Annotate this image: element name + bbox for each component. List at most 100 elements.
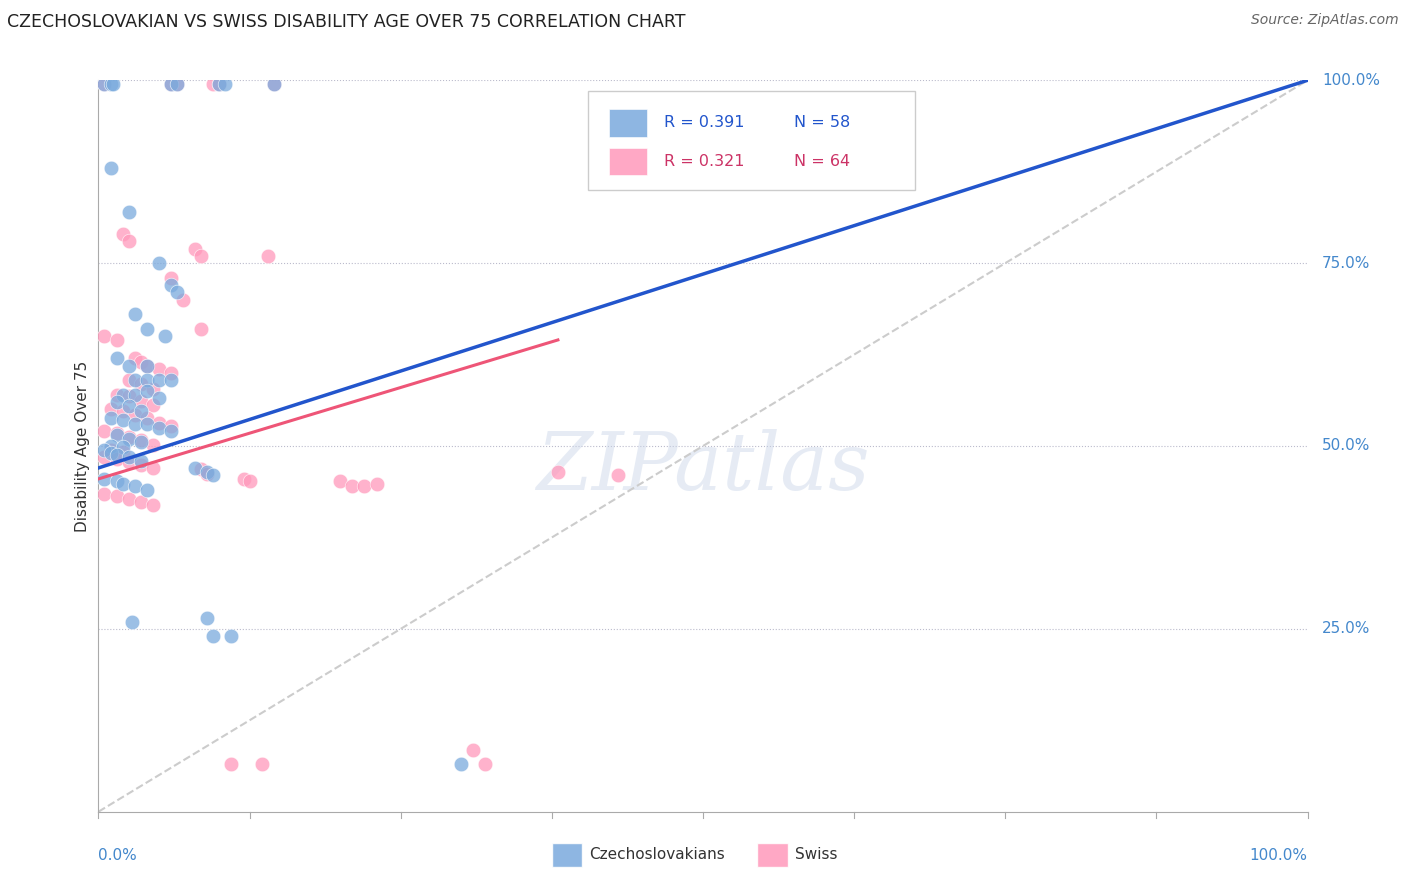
Text: 50.0%: 50.0% [1322, 439, 1371, 453]
Point [160, 77, 183, 91]
Point [135, 411, 157, 425]
Point [190, 249, 212, 263]
Point [153, 329, 176, 343]
Point [129, 458, 152, 472]
Point [135, 322, 157, 336]
Point [342, 479, 364, 493]
Point [184, 242, 207, 256]
Point [166, 285, 188, 300]
Point [111, 441, 134, 455]
Point [160, 425, 183, 439]
Point [118, 359, 141, 373]
Point [221, 757, 243, 772]
Text: N = 58: N = 58 [793, 115, 851, 130]
Text: N = 64: N = 64 [793, 154, 849, 169]
Point [129, 376, 152, 391]
Point [129, 355, 152, 369]
Point [124, 307, 146, 321]
FancyBboxPatch shape [588, 91, 915, 190]
Point [118, 450, 141, 464]
Point [129, 433, 152, 447]
FancyBboxPatch shape [609, 109, 647, 136]
Point [135, 359, 157, 373]
Point [184, 461, 207, 475]
Point [105, 351, 128, 366]
Y-axis label: Disability Age Over 75: Disability Age Over 75 [75, 360, 90, 532]
Point [160, 418, 183, 433]
Point [195, 467, 218, 481]
Point [135, 417, 157, 431]
Point [111, 388, 134, 402]
Point [135, 384, 157, 399]
Point [105, 425, 128, 440]
Point [129, 494, 152, 508]
Point [121, 615, 143, 629]
Point [105, 452, 128, 467]
Point [142, 498, 165, 512]
Text: Swiss: Swiss [794, 847, 838, 863]
Text: CZECHOSLOVAKIAN VS SWISS DISABILITY AGE OVER 75 CORRELATION CHART: CZECHOSLOVAKIAN VS SWISS DISABILITY AGE … [7, 13, 686, 31]
Point [118, 234, 141, 248]
Point [100, 439, 122, 453]
Point [160, 373, 183, 387]
Point [105, 388, 128, 402]
Point [93, 442, 115, 457]
Point [214, 77, 236, 91]
Point [239, 474, 262, 488]
Point [172, 293, 194, 307]
Point [93, 77, 115, 91]
Point [93, 472, 115, 486]
Point [111, 227, 134, 241]
Point [118, 373, 141, 387]
Point [111, 445, 134, 459]
Point [124, 479, 146, 493]
Point [195, 611, 218, 625]
Text: 100.0%: 100.0% [1250, 848, 1308, 863]
FancyBboxPatch shape [609, 147, 647, 176]
Point [105, 448, 128, 462]
Point [202, 77, 225, 91]
Point [221, 629, 243, 643]
Point [118, 399, 141, 413]
Text: 100.0%: 100.0% [1322, 73, 1381, 87]
Point [129, 453, 152, 467]
Point [105, 395, 128, 409]
Text: 0.0%: 0.0% [98, 848, 138, 863]
Point [124, 373, 146, 387]
Point [129, 404, 152, 418]
Point [93, 450, 115, 464]
Point [250, 757, 273, 772]
Point [93, 486, 115, 500]
Point [142, 461, 165, 475]
Point [202, 468, 225, 483]
Point [93, 329, 115, 343]
Point [135, 373, 157, 387]
Point [463, 742, 485, 756]
Text: R = 0.391: R = 0.391 [664, 115, 745, 130]
Point [160, 77, 183, 91]
FancyBboxPatch shape [758, 843, 787, 867]
Point [124, 388, 146, 402]
Point [129, 393, 152, 408]
Point [160, 270, 183, 285]
Point [547, 465, 569, 479]
Point [142, 398, 165, 412]
Point [232, 472, 254, 486]
Point [118, 491, 141, 506]
Point [366, 477, 388, 491]
Point [111, 404, 134, 418]
Point [148, 421, 170, 435]
Point [118, 455, 141, 469]
Point [124, 351, 146, 366]
Point [195, 465, 218, 479]
Point [105, 333, 128, 347]
Point [105, 489, 128, 503]
Point [148, 362, 170, 376]
FancyBboxPatch shape [551, 843, 582, 867]
Point [329, 474, 352, 488]
Point [100, 77, 122, 91]
Point [105, 428, 128, 442]
Point [263, 77, 285, 91]
Text: Source: ZipAtlas.com: Source: ZipAtlas.com [1251, 13, 1399, 28]
Point [353, 479, 375, 493]
